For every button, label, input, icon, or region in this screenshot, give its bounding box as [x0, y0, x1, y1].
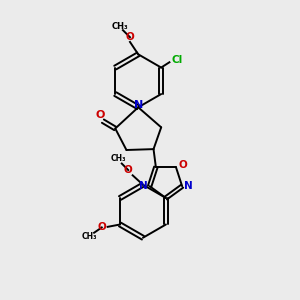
Text: N: N	[139, 181, 148, 191]
Text: O: O	[178, 160, 187, 170]
Text: O: O	[96, 110, 105, 120]
Text: Cl: Cl	[172, 55, 183, 65]
Text: N: N	[184, 181, 193, 191]
Text: O: O	[98, 222, 106, 233]
Text: O: O	[126, 32, 134, 42]
Text: O: O	[124, 165, 133, 175]
Text: CH₃: CH₃	[110, 154, 126, 163]
Text: CH₃: CH₃	[112, 22, 128, 31]
Text: N: N	[134, 100, 143, 110]
Text: CH₃: CH₃	[81, 232, 97, 242]
